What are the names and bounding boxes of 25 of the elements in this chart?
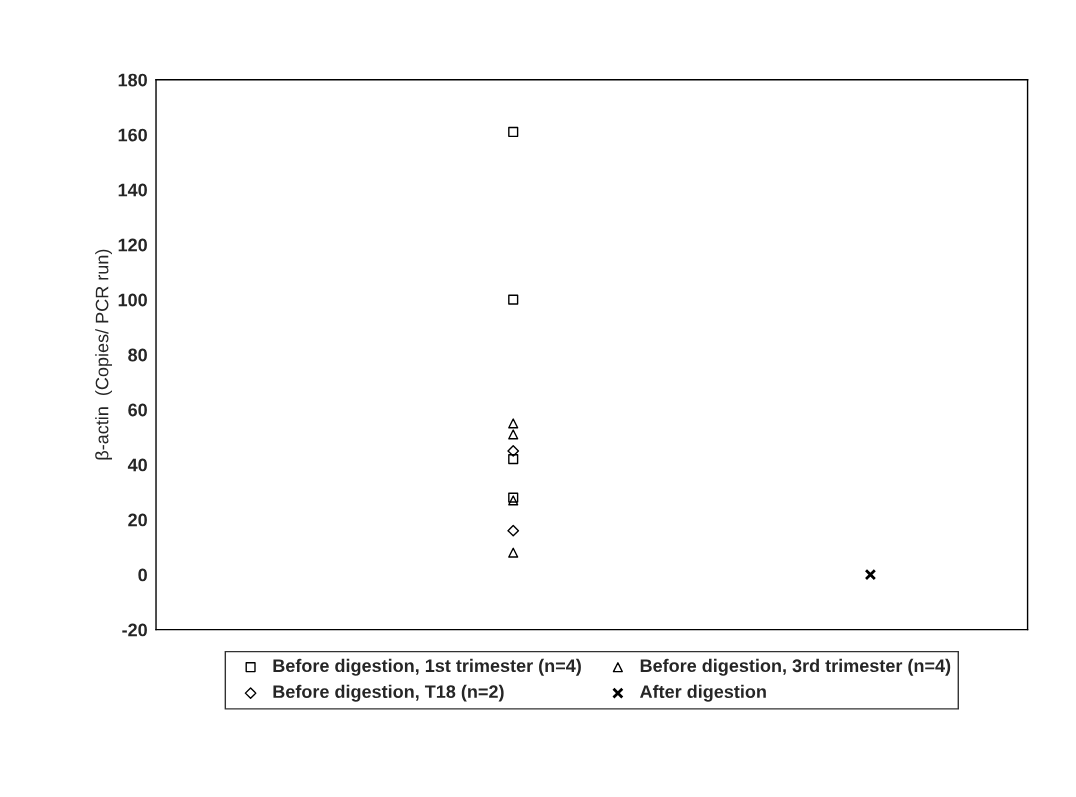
point [507,445,520,457]
point [507,524,520,537]
y-tick-label: 0 [138,568,147,582]
legend-label: Before digestion, 3rd trimester (n=4) [640,658,951,676]
point [508,294,519,305]
legend-label: After digestion [640,684,766,702]
y-tick-label: 100 [118,293,147,307]
y-tick-label: 80 [128,348,147,362]
y-tick-label: 120 [118,238,147,252]
y-tick-label: 160 [118,128,147,142]
legend-label: Before digestion, 1st trimester (n=4) [273,658,581,676]
point [864,568,877,581]
y-tick-label: -20 [122,623,147,637]
y-tick-label: 40 [127,458,147,472]
point [508,126,519,138]
point [508,418,519,429]
y-tick-label: 20 [128,513,147,527]
y-tick-label: 180 [118,73,147,87]
point [508,547,519,558]
legend-label: Before digestion, T18 (n=2) [273,684,504,702]
y-axis-title: β-actin (Copies/ PCR run) [95,249,113,460]
point [508,429,519,440]
y-tick-label: 140 [118,183,147,197]
y-tick-label: 60 [128,403,147,417]
point [508,454,519,465]
